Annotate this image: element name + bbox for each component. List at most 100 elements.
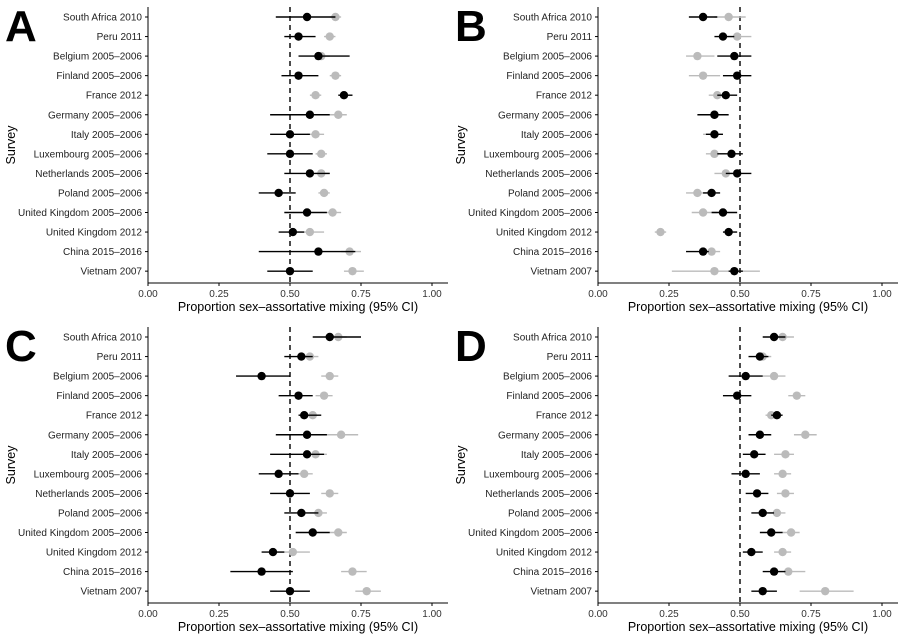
point-estimate — [325, 371, 334, 381]
y-tick-label: Vietnam 2007 — [530, 587, 592, 598]
y-tick-label: France 2012 — [86, 411, 143, 422]
point-estimate — [724, 12, 733, 22]
point-estimate — [314, 247, 323, 256]
point-estimate — [285, 266, 295, 276]
x-tick-label: 0.00 — [138, 289, 158, 300]
panel-b: 0.00 0.25 0.50 0.75 1.00 Proportion sex–assor… — [454, 2, 898, 314]
panel-letter: D — [455, 322, 487, 371]
point-estimate — [302, 450, 312, 459]
point-estimate — [285, 149, 295, 159]
point-estimate — [721, 91, 730, 100]
y-tick-label: China 2015–2016 — [63, 247, 142, 258]
point-estimate — [285, 586, 295, 596]
y-tick-label: Italy 2005–2006 — [521, 130, 593, 141]
point-estimate — [707, 188, 716, 198]
point-estimate — [302, 430, 312, 439]
point-estimate — [710, 130, 719, 139]
y-tick-label: United Kingdom 2005–2006 — [18, 208, 142, 219]
y-tick-label: Germany 2005–2006 — [498, 110, 592, 121]
y-tick-label: United Kingdom 2012 — [46, 548, 143, 559]
point-estimate — [302, 208, 312, 217]
x-tick-label: 0.50 — [280, 289, 300, 300]
y-tick-label: Belgium 2005–2006 — [53, 52, 142, 63]
point-estimate — [781, 489, 790, 498]
point-estimate — [362, 586, 371, 596]
y-tick-label: Luxembourg 2005–2006 — [34, 149, 143, 160]
y-tick-label: Finland 2005–2006 — [56, 71, 142, 82]
point-estimate — [325, 332, 334, 342]
point-estimate — [311, 91, 320, 100]
x-tick-label: 1.00 — [872, 289, 892, 300]
y-tick-label: China 2015–2016 — [513, 567, 592, 578]
y-tick-label: France 2012 — [536, 91, 593, 102]
point-estimate — [325, 489, 334, 498]
panel-d: 0.00 0.25 0.50 0.75 1.00 Proportion sex–assor… — [454, 322, 898, 634]
x-tick-label: 0.75 — [801, 289, 821, 300]
y-tick-label: Finland 2005–2006 — [506, 391, 592, 402]
x-tick-label: 0.50 — [730, 609, 750, 620]
y-tick-label: China 2015–2016 — [63, 567, 142, 578]
point-estimate — [300, 411, 309, 420]
point-estimate — [732, 391, 742, 400]
point-estimate — [294, 32, 303, 41]
point-estimate — [294, 391, 303, 400]
y-tick-label: Belgium 2005–2006 — [53, 372, 142, 383]
point-estimate — [755, 430, 765, 439]
point-estimate — [741, 371, 750, 381]
point-estimate — [285, 489, 295, 498]
point-estimate — [718, 208, 728, 217]
point-estimate — [769, 371, 779, 381]
point-estimate — [698, 247, 708, 256]
point-estimate — [732, 169, 742, 178]
point-estimate — [336, 430, 346, 439]
y-tick-label: Germany 2005–2006 — [48, 430, 142, 441]
panel-letter: B — [455, 2, 487, 51]
point-estimate — [752, 489, 762, 498]
y-tick-label: Italy 2005–2006 — [71, 450, 143, 461]
y-tick-label: Poland 2005–2006 — [58, 508, 142, 519]
y-tick-label: United Kingdom 2005–2006 — [18, 528, 142, 539]
point-estimate — [348, 266, 357, 276]
point-estimate — [750, 450, 759, 459]
point-estimate — [331, 71, 340, 80]
y-tick-label: Luxembourg 2005–2006 — [484, 469, 593, 480]
x-tick-label: 0.00 — [138, 609, 158, 620]
point-estimate — [288, 547, 298, 557]
point-estimate — [334, 110, 343, 119]
point-estimate — [257, 567, 266, 576]
point-estimate — [724, 227, 733, 237]
y-tick-label: Germany 2005–2006 — [48, 110, 142, 121]
x-tick-label: 0.75 — [351, 289, 371, 300]
y-tick-label: Belgium 2005–2006 — [503, 372, 592, 383]
point-estimate — [693, 188, 702, 198]
point-estimate — [302, 12, 312, 22]
point-estimate — [801, 430, 810, 439]
y-tick-label: South Africa 2010 — [513, 13, 592, 24]
point-estimate — [698, 208, 708, 217]
point-estimate — [732, 71, 742, 80]
x-tick-label: 0.25 — [209, 609, 229, 620]
point-estimate — [769, 567, 779, 576]
point-estimate — [274, 188, 283, 198]
x-tick-label: 1.00 — [872, 609, 892, 620]
panel-a: 0.00 0.25 0.50 0.75 1.00 Proportion sex–assor… — [4, 2, 448, 314]
x-tick-label: 0.25 — [659, 289, 679, 300]
y-tick-label: Poland 2005–2006 — [508, 508, 592, 519]
point-estimate — [713, 91, 722, 100]
point-estimate — [758, 586, 767, 596]
point-estimate — [710, 149, 719, 159]
point-estimate — [297, 352, 306, 361]
point-estimate — [328, 208, 337, 217]
point-estimate — [727, 149, 736, 159]
point-estimate — [257, 371, 266, 381]
point-estimate — [285, 130, 295, 139]
y-tick-label: Vietnam 2007 — [80, 267, 142, 278]
y-tick-label: France 2012 — [86, 91, 143, 102]
y-tick-label: United Kingdom 2012 — [46, 228, 143, 239]
point-estimate — [693, 51, 702, 61]
point-estimate — [305, 169, 315, 178]
y-tick-label: Vietnam 2007 — [530, 267, 592, 278]
x-tick-label: 0.00 — [588, 289, 608, 300]
point-estimate — [305, 227, 315, 237]
